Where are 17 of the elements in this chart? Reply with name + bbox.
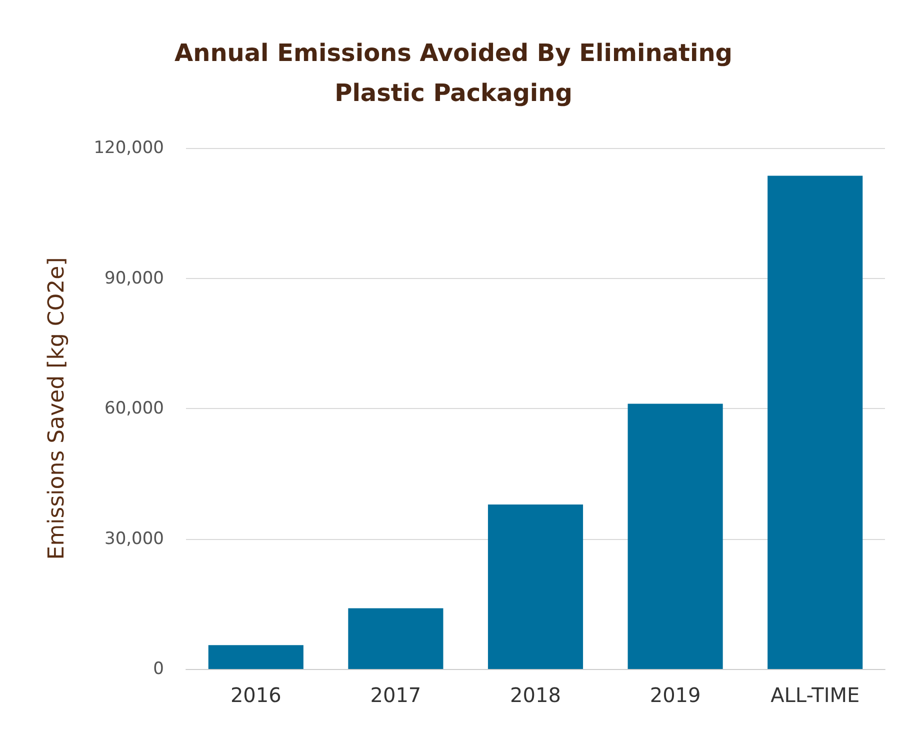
x-tick-label: 2016 xyxy=(230,683,282,707)
bar xyxy=(348,608,444,669)
x-tick-label: 2019 xyxy=(650,683,701,707)
x-tick-label: 2017 xyxy=(370,683,422,707)
y-tick-label: 30,000 xyxy=(104,528,164,549)
bar xyxy=(628,404,723,669)
y-axis-title: Emissions Saved [kg CO2e] xyxy=(44,257,70,560)
bar xyxy=(208,645,304,669)
y-tick-label: 90,000 xyxy=(104,268,164,288)
y-tick-label: 60,000 xyxy=(104,398,164,418)
x-tick-label: ALL-TIME xyxy=(770,683,860,707)
bar xyxy=(488,504,584,669)
y-tick-label: 0 xyxy=(153,659,164,679)
chart-title: Annual Emissions Avoided By Eliminating Plastic Packaging xyxy=(174,39,732,107)
bar xyxy=(768,176,863,669)
x-tick-label: 2018 xyxy=(510,683,561,707)
y-tick-label: 120,000 xyxy=(94,138,164,158)
